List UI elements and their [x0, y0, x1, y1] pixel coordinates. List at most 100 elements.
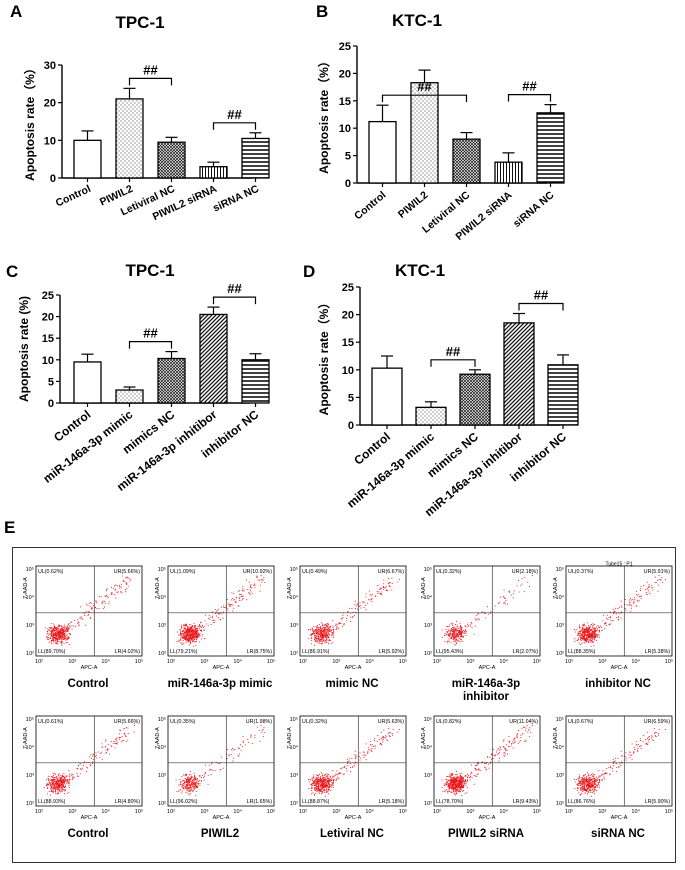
event-dot [51, 790, 54, 792]
event-dot [370, 749, 373, 751]
event-dot [198, 780, 200, 782]
event-dot [232, 757, 234, 759]
event-dot [313, 644, 315, 646]
flow-plot: UL(1.09%) UR(10.92%) LL(79.21%) LR(8.75%) 10… [153, 562, 287, 712]
event-dot [326, 623, 328, 625]
event-dot [92, 761, 94, 763]
event-dot [489, 756, 491, 759]
scatter-dots [441, 723, 533, 797]
event-dot [133, 725, 135, 727]
event-dot [64, 788, 66, 790]
scatter-dots [307, 577, 401, 646]
event-dot [330, 785, 332, 787]
event-dot [515, 741, 517, 743]
event-dot [523, 726, 525, 729]
event-dot [133, 731, 135, 733]
y-axis-label: 7-AAD-A [155, 577, 161, 599]
event-dot [57, 779, 59, 781]
event-dot [447, 634, 449, 636]
event-dot [310, 793, 312, 795]
event-dot [458, 787, 461, 789]
y-tick-label: 10⁴ [424, 744, 433, 751]
event-dot [588, 633, 590, 635]
event-dot [79, 617, 81, 619]
event-dot [444, 641, 446, 643]
event-dot [444, 783, 446, 785]
event-dot [648, 741, 650, 743]
y-tick-label: 10⁵ [424, 566, 432, 573]
event-dot [196, 779, 198, 781]
event-dot [589, 787, 591, 789]
event-dot [55, 783, 58, 785]
event-dot [617, 619, 619, 621]
event-dot [185, 773, 187, 775]
x-tick-label: 10² [167, 809, 175, 815]
event-dot [201, 635, 203, 637]
event-dot [55, 780, 57, 782]
event-dot [348, 760, 350, 762]
event-dot [241, 588, 243, 590]
event-dot [612, 758, 614, 761]
event-dot [335, 623, 337, 625]
event-dot [478, 613, 480, 615]
event-dot [344, 767, 346, 769]
event-dot [504, 755, 506, 757]
y-tick-label: 5 [48, 376, 54, 388]
event-dot [319, 627, 321, 629]
event-dot [116, 585, 118, 587]
event-dot [191, 633, 193, 635]
event-dot [63, 779, 65, 781]
event-dot [633, 747, 635, 749]
event-dot [454, 788, 456, 790]
event-dot [620, 605, 623, 607]
event-dot [592, 791, 595, 793]
event-dot [506, 749, 508, 751]
event-dot [313, 776, 315, 778]
event-dot [578, 631, 580, 633]
event-dot [592, 637, 594, 639]
event-dot [218, 608, 220, 610]
event-dot [327, 625, 329, 627]
event-dot [391, 733, 393, 735]
event-dot [50, 785, 52, 787]
event-dot [447, 784, 449, 786]
event-dot [57, 775, 59, 777]
event-dot [197, 632, 199, 634]
y-axis-label: 7-AAD-A [287, 577, 293, 599]
event-dot [351, 758, 353, 760]
significance-label: ## [534, 287, 549, 302]
event-dot [441, 637, 443, 639]
event-dot [325, 633, 327, 635]
event-dot [48, 781, 50, 783]
event-dot [321, 783, 323, 785]
event-dot [639, 596, 641, 598]
quadrant-label-ur: UR(11.04%) [509, 719, 538, 725]
event-dot [657, 734, 660, 736]
event-dot [446, 631, 448, 633]
event-dot [353, 763, 355, 765]
flow-scatter: UL(0.62%) UR(5.66%)LL(89.70%) LR(4.02%)10²… [23, 565, 143, 671]
event-dot [448, 629, 450, 631]
event-dot [327, 787, 329, 789]
event-dot [330, 628, 332, 631]
event-dot [195, 644, 197, 647]
event-dot [380, 593, 382, 595]
bar [368, 120, 397, 184]
event-dot [461, 632, 463, 634]
chart-title: TPC-1 [115, 13, 164, 32]
event-dot [58, 779, 60, 781]
event-dot [355, 755, 357, 757]
event-dot [658, 579, 660, 581]
event-dot [327, 781, 329, 783]
quadrant-label-ll: LL(88.35%) [568, 649, 596, 655]
event-dot [238, 597, 240, 599]
event-dot [466, 623, 469, 625]
event-dot [513, 740, 515, 742]
event-dot [382, 741, 384, 743]
event-dot [96, 757, 98, 759]
event-dot [647, 586, 649, 588]
event-dot [59, 630, 61, 632]
event-dot [505, 600, 507, 602]
event-dot [581, 636, 583, 638]
quadrant-label-ur: UR(10.92%) [243, 569, 272, 575]
